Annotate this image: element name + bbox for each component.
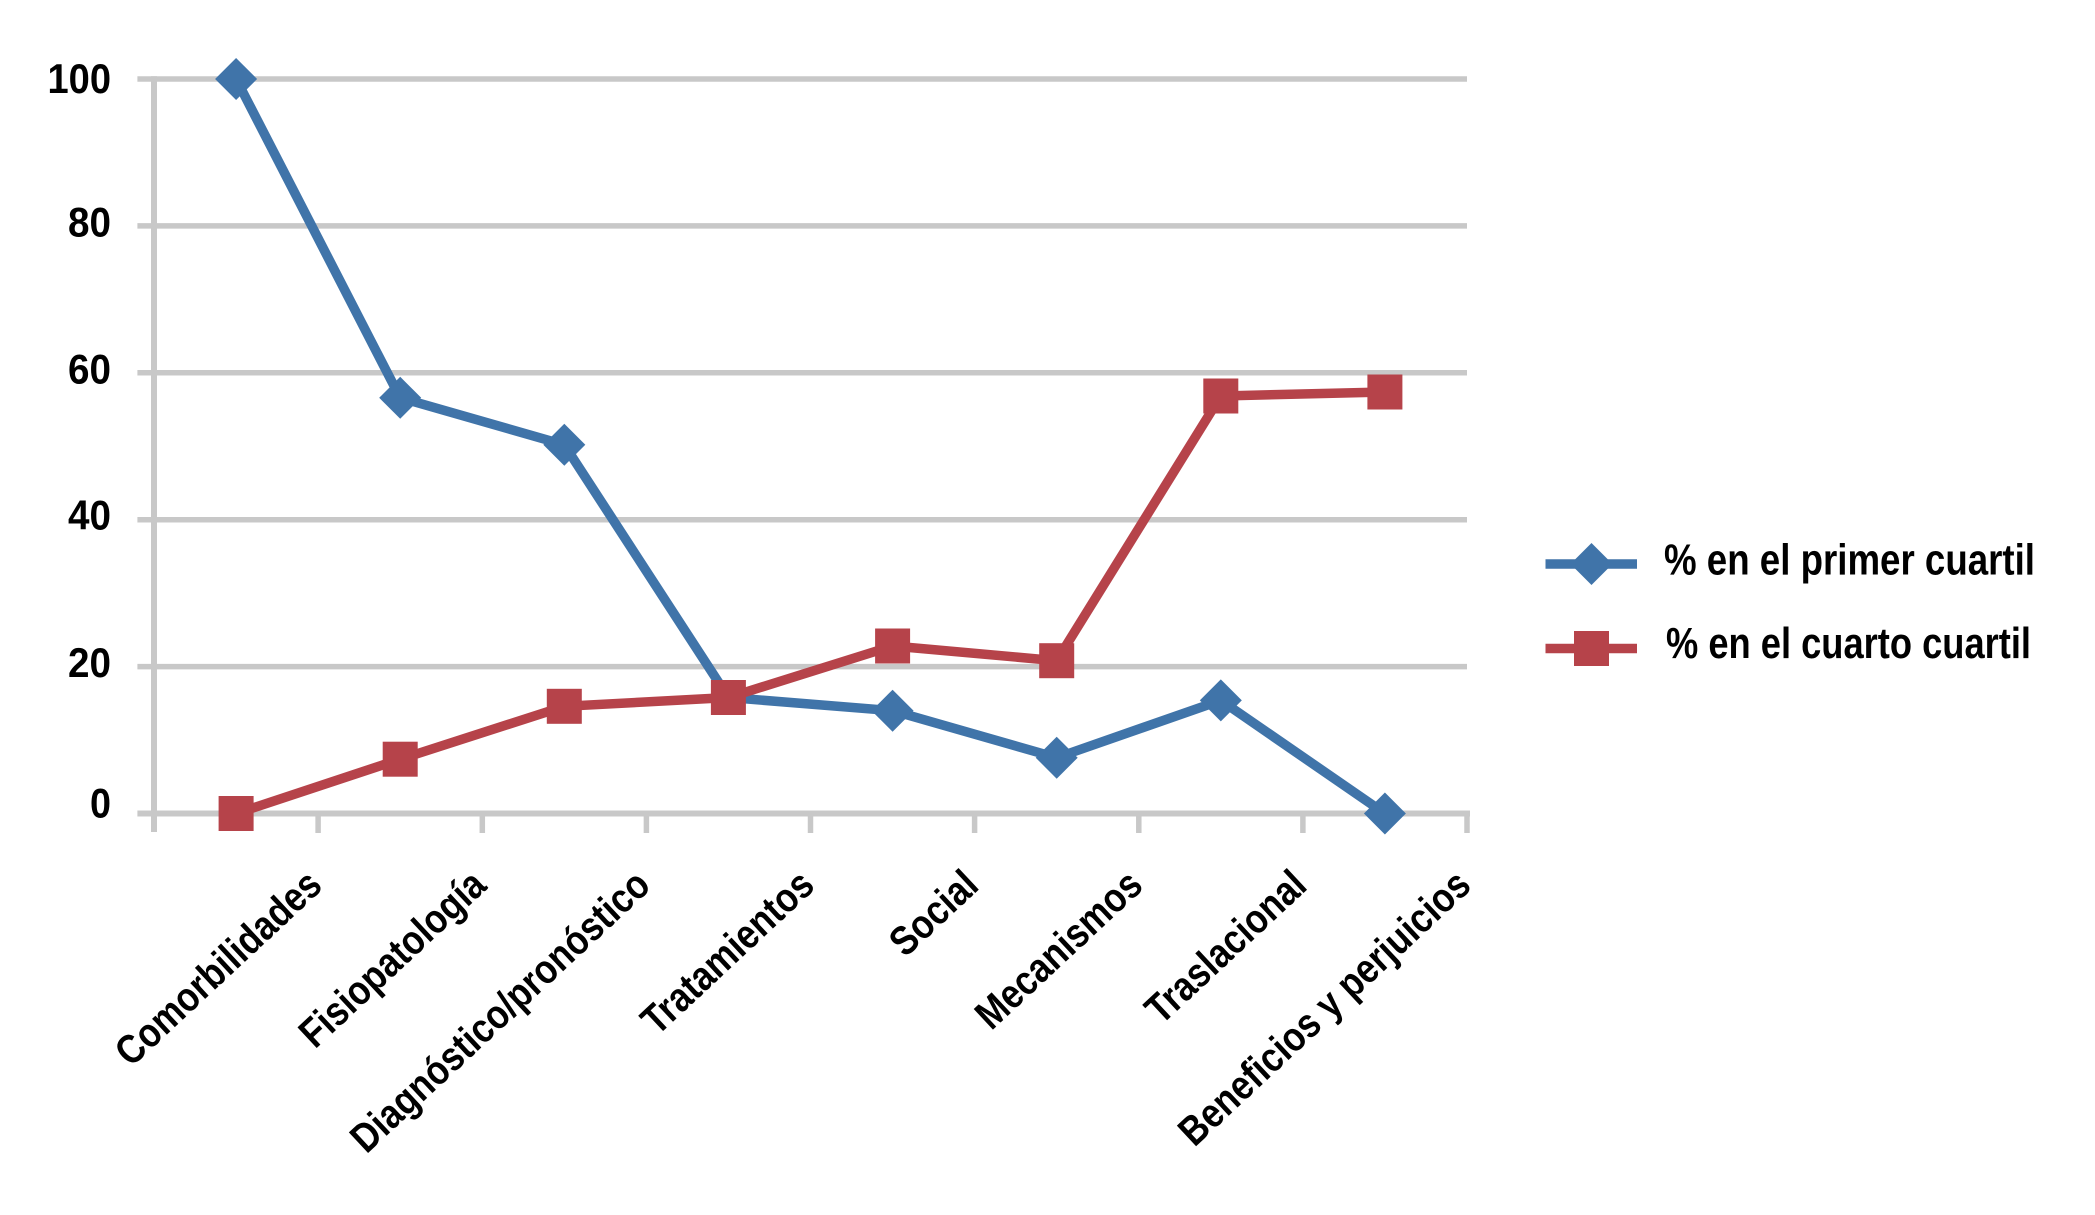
svg-text:60: 60 [68,346,111,393]
svg-text:100: 100 [48,55,112,102]
svg-text:% en el primer cuartil: % en el primer cuartil [1664,536,2035,585]
svg-text:80: 80 [68,199,111,246]
svg-text:% en el cuarto cuartil: % en el cuarto cuartil [1666,619,2031,668]
svg-text:20: 20 [68,639,111,686]
svg-text:0: 0 [90,780,111,827]
svg-text:40: 40 [68,492,111,539]
